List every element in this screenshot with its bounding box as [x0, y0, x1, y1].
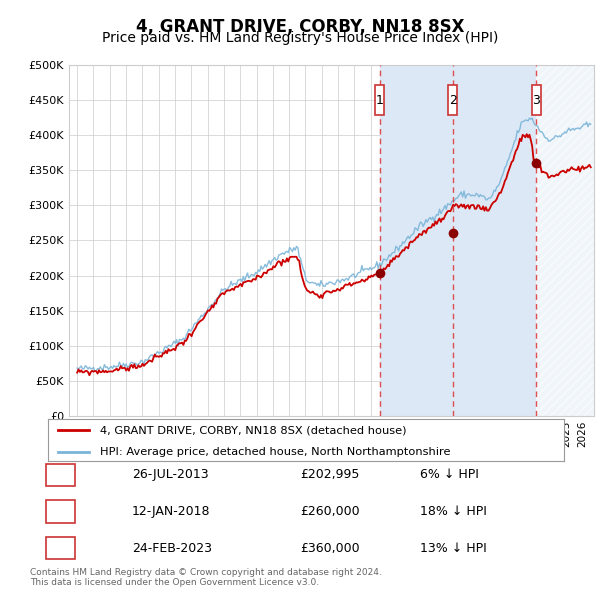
Text: 13% ↓ HPI: 13% ↓ HPI: [420, 542, 487, 555]
Bar: [448, 84, 457, 116]
Text: 12-JAN-2018: 12-JAN-2018: [132, 505, 211, 518]
Bar: [376, 84, 385, 116]
Text: 2: 2: [449, 93, 457, 107]
Text: 4, GRANT DRIVE, CORBY, NN18 8SX (detached house): 4, GRANT DRIVE, CORBY, NN18 8SX (detache…: [100, 425, 406, 435]
Text: HPI: Average price, detached house, North Northamptonshire: HPI: Average price, detached house, Nort…: [100, 447, 450, 457]
Text: 3: 3: [532, 93, 540, 107]
Text: Price paid vs. HM Land Registry's House Price Index (HPI): Price paid vs. HM Land Registry's House …: [102, 31, 498, 45]
Text: 1: 1: [56, 468, 65, 481]
Text: 3: 3: [56, 542, 65, 555]
Bar: [380, 65, 536, 416]
Text: 2: 2: [56, 505, 65, 518]
Bar: [536, 65, 594, 416]
Text: £202,995: £202,995: [300, 468, 359, 481]
Text: 26-JUL-2013: 26-JUL-2013: [132, 468, 209, 481]
Text: Contains HM Land Registry data © Crown copyright and database right 2024.
This d: Contains HM Land Registry data © Crown c…: [30, 568, 382, 587]
Text: 4, GRANT DRIVE, CORBY, NN18 8SX: 4, GRANT DRIVE, CORBY, NN18 8SX: [136, 18, 464, 36]
Text: 6% ↓ HPI: 6% ↓ HPI: [420, 468, 479, 481]
Text: 1: 1: [376, 93, 384, 107]
Text: £360,000: £360,000: [300, 542, 359, 555]
Text: 18% ↓ HPI: 18% ↓ HPI: [420, 505, 487, 518]
Text: 24-FEB-2023: 24-FEB-2023: [132, 542, 212, 555]
Bar: [536, 65, 594, 416]
Bar: [532, 84, 541, 116]
Text: £260,000: £260,000: [300, 505, 359, 518]
